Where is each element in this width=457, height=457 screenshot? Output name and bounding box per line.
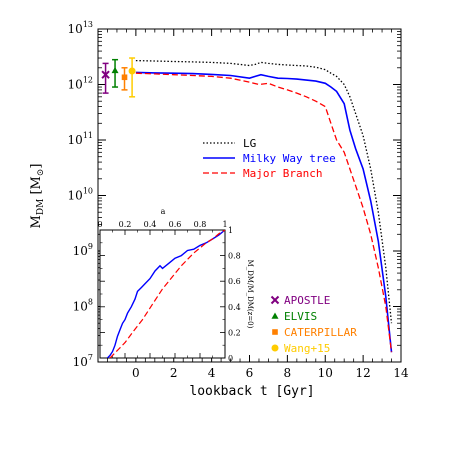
inset-top-tick-label: 0.8	[194, 220, 207, 229]
x-tick-label: 0	[132, 366, 140, 380]
y-tick-exponent: 10	[83, 187, 93, 196]
y-tick-exponent: 8	[88, 298, 93, 307]
x-tick-label: 8	[284, 366, 292, 380]
x-axis-label: lookback t [Gyr]	[189, 384, 314, 399]
y-tick-exponent: 11	[83, 131, 93, 140]
y-tick-base: 10	[68, 22, 83, 36]
inset-series-lines	[106, 230, 225, 358]
inset-background	[100, 230, 225, 358]
y-axis-label-sub: DM	[36, 199, 46, 215]
x-tick-label: 4	[208, 366, 216, 380]
y-axis-label: MDM [M⊙]	[29, 164, 46, 229]
inset-top-tick-label: 0.4	[144, 220, 157, 229]
y-tick-exponent: 7	[88, 353, 93, 362]
y-tick-label: 1010	[68, 187, 93, 203]
x-tick-label: 14	[393, 366, 409, 380]
x-tick-label: 12	[355, 366, 370, 380]
y-tick-exponent: 12	[83, 76, 93, 85]
inset-right-tick-labels: 0 0.2 0.4 0.6 0.8 1	[228, 226, 241, 363]
inset-right-axis-label: M_DM/M_DM(z=0)	[246, 260, 254, 329]
legend-label: Major Branch	[243, 167, 322, 180]
y-tick-exponent: 13	[83, 20, 93, 29]
inset-top-tick-label: 1	[222, 220, 227, 229]
inset-top-tick-label: 0	[97, 220, 102, 229]
y-tick-base: 10	[73, 244, 88, 258]
y-tick-label: 1012	[68, 76, 93, 92]
y-axis-label-main: M	[29, 215, 44, 228]
obs-elvis-marker	[111, 66, 119, 74]
obs-wang-15-marker	[128, 67, 136, 75]
y-tick-base: 10	[73, 300, 88, 314]
inset-top-tick-label: 0.6	[169, 220, 182, 229]
obs-legend-marker	[270, 295, 280, 305]
x-tick-label: 10	[318, 366, 333, 380]
inset-top-axis-label: a	[161, 207, 166, 216]
obs-caterpillar-marker	[121, 74, 128, 81]
y-tick-label: 107	[73, 353, 93, 369]
observation-points	[101, 57, 136, 98]
inset-right-tick-label: 0.4	[228, 303, 241, 312]
y-tick-base: 10	[73, 355, 88, 369]
inset-series-line-major-branch	[109, 230, 225, 358]
obs-legend-label: APOSTLE	[284, 294, 330, 307]
y-tick-base: 10	[68, 133, 83, 147]
x-tick-label: 2	[170, 366, 178, 380]
legend-label: Milky Way tree	[243, 152, 336, 165]
legend-label: LG	[243, 137, 256, 150]
y-axis-label-unit-sun: ⊙	[36, 169, 46, 177]
y-axis-label-unit-open: [M	[29, 176, 44, 199]
y-tick-label: 108	[73, 298, 93, 314]
x-tick-label: 6	[246, 366, 254, 380]
inset-right-tick-label: 1	[228, 226, 233, 235]
inset-axis-ticks	[99, 229, 226, 359]
obs-legend-marker	[271, 344, 279, 352]
y-tick-label: 1013	[68, 20, 93, 36]
obs-legend-marker	[271, 312, 279, 319]
y-tick-exponent: 9	[88, 242, 93, 251]
y-tick-label: 1011	[68, 131, 93, 147]
line-legend: LG Milky Way tree Major Branch	[203, 137, 336, 180]
obs-apostle-marker	[101, 70, 110, 79]
series-line-major-branch	[135, 72, 393, 353]
y-tick-label: 109	[73, 242, 93, 258]
obs-legend-marker	[272, 329, 278, 335]
series-line-milky-way-tree	[135, 71, 393, 353]
obs-legend-label: ELVIS	[284, 310, 317, 323]
inset-right-tick-label: 0.2	[228, 328, 241, 337]
inset-right-tick-label: 0	[228, 354, 233, 363]
y-axis-label-unit-close: ]	[29, 164, 44, 169]
inset-series-line-milky-way-tree	[106, 230, 225, 358]
obs-legend-label: CATERPILLAR	[284, 326, 357, 339]
x-tick-labels: 0 2 4 6 8 10 12 14	[132, 366, 409, 380]
y-tick-base: 10	[68, 189, 83, 203]
y-tick-base: 10	[68, 78, 83, 92]
observation-legend: APOSTLE ELVIS CATERPILLAR Wang+15	[270, 294, 357, 355]
inset-top-tick-label: 0.2	[119, 220, 132, 229]
obs-legend-label: Wang+15	[284, 342, 330, 355]
main-series-lines	[135, 59, 393, 353]
main-axis-ticks	[98, 28, 402, 363]
inset-top-tick-labels: 0 0.2 0.4 0.6 0.8 1	[97, 220, 227, 229]
inset-right-tick-label: 0.6	[228, 277, 241, 286]
inset-right-tick-label: 0.8	[228, 252, 241, 261]
